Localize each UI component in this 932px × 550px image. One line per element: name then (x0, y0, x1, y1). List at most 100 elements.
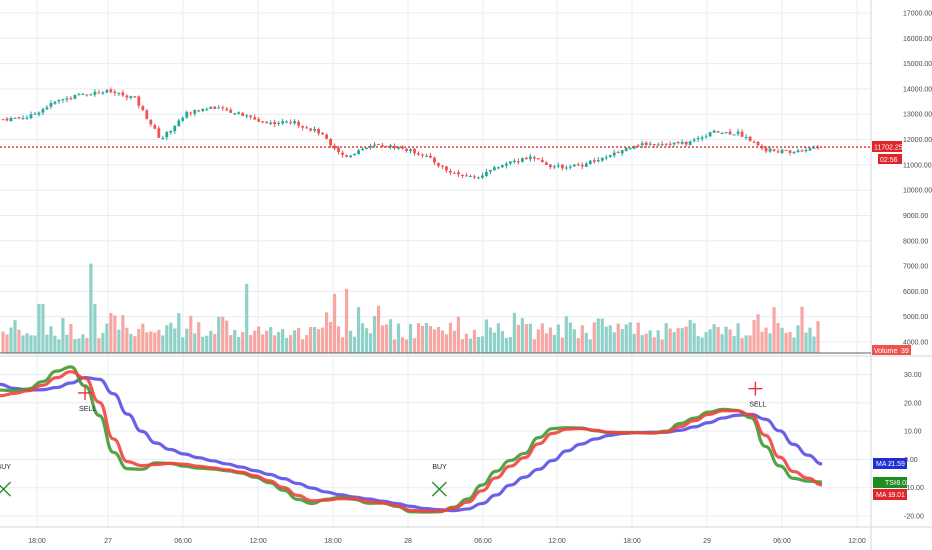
x-tick-label: 27 (104, 538, 112, 545)
volume-bar (464, 333, 469, 353)
candle-body (469, 175, 472, 177)
x-tick-label: 18:00 (28, 538, 46, 545)
candle-body (21, 118, 25, 120)
candle-body (29, 114, 33, 118)
candle-body (800, 150, 804, 152)
volume-bar (105, 323, 109, 353)
candle-body (696, 138, 700, 140)
volume-bar (285, 337, 289, 353)
candle-body (540, 159, 544, 162)
candle-body (41, 109, 45, 113)
volume-bar (21, 335, 25, 353)
candle-body (485, 171, 488, 176)
volume-bar (428, 326, 433, 353)
volume-bar (480, 336, 485, 353)
volume-bar (81, 334, 85, 353)
x-tick-label: 12:00 (249, 538, 267, 545)
candle-body (504, 163, 508, 166)
volume-bar (660, 339, 664, 353)
volume-bar (548, 327, 552, 353)
candle-body (648, 143, 652, 145)
volume-bar (768, 333, 772, 353)
candle-body (273, 121, 277, 125)
volume-bar (756, 314, 760, 353)
candle-body (576, 164, 580, 166)
volume-bar (205, 335, 209, 353)
volume-bar (788, 332, 792, 353)
candle-body (756, 141, 760, 146)
candle-body (141, 106, 145, 110)
candle-body (405, 148, 408, 151)
volume-bar (524, 323, 528, 353)
candle-body (492, 167, 496, 171)
volume-bar (376, 305, 381, 353)
volume-bar (784, 332, 788, 353)
candle-body (568, 166, 572, 168)
candle-body (341, 152, 344, 155)
volume-bar (672, 332, 676, 353)
volume-bar (165, 325, 169, 353)
candle-body (752, 141, 756, 143)
volume-bar (648, 330, 652, 353)
volume-bar (173, 328, 177, 353)
price-tick-label: 11000.00 (903, 162, 932, 169)
volume-bar (448, 322, 453, 353)
volume-bar (468, 338, 473, 353)
volume-bar (321, 327, 325, 353)
candle-body (804, 149, 808, 152)
volume-bar (352, 336, 357, 353)
candle-body (560, 164, 564, 169)
candle-body (377, 143, 380, 145)
volume-bar (372, 315, 377, 353)
candle-body (716, 131, 720, 133)
tsi-tick-label: 30.00 (904, 372, 922, 379)
candle-body (772, 149, 776, 151)
volume-bar (129, 333, 133, 353)
volume-bar (137, 328, 141, 353)
volume-bar (29, 335, 33, 353)
signal-label: BUY (0, 464, 11, 471)
volume-bar (161, 335, 165, 353)
volume-bar (181, 337, 185, 353)
volume-bar (676, 328, 680, 353)
volume-bar (740, 338, 744, 353)
tsi-tag-value: -8.02 (894, 480, 910, 487)
volume-bar (305, 334, 309, 353)
volume-bar (624, 324, 628, 353)
countdown-tag (878, 154, 902, 164)
price-tick-label: 17000.00 (903, 11, 932, 18)
tsi-tick-label: -20.00 (904, 514, 924, 521)
tsi-tick-label: -10.00 (904, 485, 924, 492)
candle-body (632, 145, 636, 149)
candle-body (101, 92, 105, 94)
volume-bar (604, 326, 608, 353)
candle-body (385, 146, 388, 148)
volume-bar (728, 329, 732, 353)
candle-body (524, 157, 528, 160)
last-price-tag (872, 141, 902, 152)
x-tick-label: 29 (703, 538, 711, 545)
volume-bar (265, 330, 269, 353)
candle-body (532, 157, 536, 159)
candle-body (153, 124, 157, 129)
volume-bar (760, 331, 764, 353)
volume-bar (716, 327, 720, 353)
volume-bar (680, 328, 684, 353)
volume-bar (704, 332, 708, 353)
volume-bar (420, 325, 425, 353)
candle-body (508, 161, 512, 164)
volume-bar (340, 337, 345, 353)
candle-body (812, 147, 816, 149)
volume-bar (584, 332, 588, 353)
candle-body (417, 153, 420, 155)
candle-body (25, 117, 29, 119)
volume-bar (309, 326, 313, 353)
candle-body (213, 106, 217, 109)
volume-bar (169, 322, 173, 353)
candle-body (393, 145, 396, 149)
volume-bar (472, 329, 477, 353)
volume-bar (576, 337, 580, 353)
volume-bar (492, 332, 496, 353)
volume-bar (396, 323, 401, 353)
